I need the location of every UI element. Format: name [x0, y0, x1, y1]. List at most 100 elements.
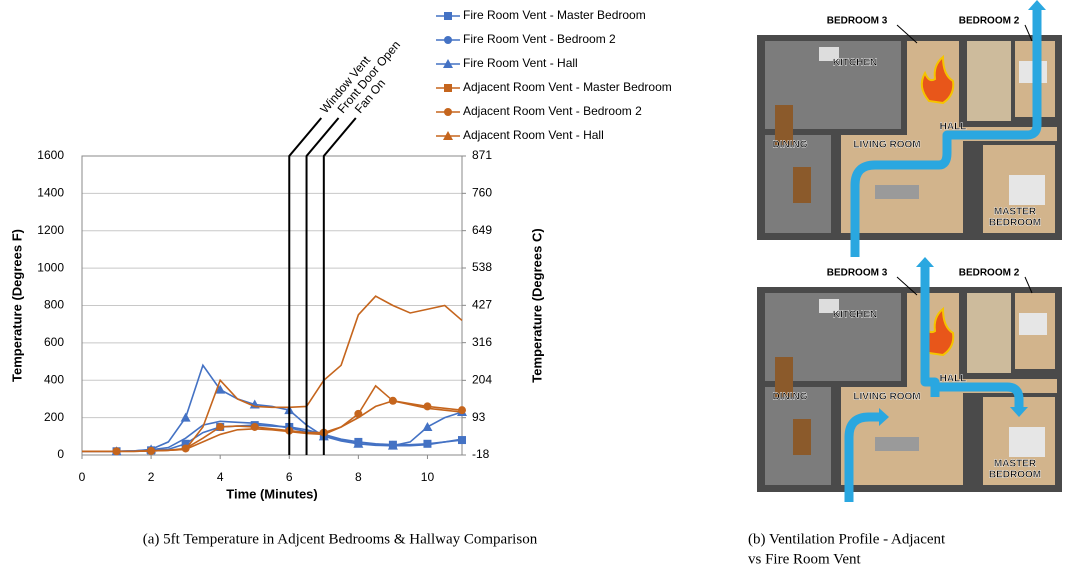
plot-frame — [81, 155, 463, 456]
y-tick-label: 1000 — [37, 260, 64, 274]
marker — [443, 131, 453, 140]
series-line — [82, 384, 463, 453]
y2-tick-label: 93 — [472, 410, 486, 424]
arrow-head — [879, 408, 889, 426]
y-tick-label: 200 — [44, 410, 64, 424]
room-label: BEDROOM — [989, 470, 1041, 481]
room — [793, 419, 811, 455]
y2-tick-label: 760 — [472, 186, 492, 200]
chart: 0 200 400 600 800 1000 1200 1400 1600 -18 93 204 316… — [9, 8, 671, 501]
marker — [444, 36, 452, 44]
legend-label: Fire Room Vent - Bedroom 2 — [463, 32, 616, 46]
fire — [920, 54, 955, 105]
marker — [250, 422, 259, 431]
leader — [1024, 24, 1033, 42]
marker — [444, 12, 452, 20]
floor-plan: BEDROOM 3 BEDROOM 2 KITCHEN HALL DINING LIVIN… — [757, 257, 1062, 502]
room-label: DINING — [773, 392, 808, 403]
room-label: MASTER — [994, 207, 1037, 218]
room — [1009, 427, 1045, 457]
room-label: DINING — [773, 140, 808, 151]
room — [819, 299, 839, 313]
marker — [423, 439, 432, 448]
marker — [180, 412, 191, 422]
marker — [422, 421, 433, 431]
room — [875, 185, 919, 199]
room-label: BEDROOM 3 — [827, 16, 888, 27]
y-tick-label: 1400 — [37, 186, 64, 200]
room-label: KITCHEN — [833, 58, 877, 69]
y-axis-label: Temperature (Degrees F) — [9, 229, 24, 382]
y-tick-label: 1600 — [37, 148, 64, 162]
airflow-arrow — [939, 382, 1024, 407]
marker — [423, 402, 432, 411]
series-line — [82, 420, 463, 453]
room-label: HALL — [940, 374, 967, 385]
y2-tick-label: 538 — [472, 260, 492, 274]
marker — [458, 406, 466, 415]
x-tick-label: 10 — [421, 470, 435, 484]
marker — [387, 440, 398, 450]
marker — [444, 108, 452, 116]
y2-tick-label: 427 — [472, 298, 492, 312]
legend-label: Adjacent Room Vent - Bedroom 2 — [463, 104, 642, 118]
y-tick-label: 600 — [44, 335, 64, 349]
room — [967, 293, 1011, 373]
room-label: BEDROOM 2 — [959, 16, 1020, 27]
room-label: LIVING ROOM — [853, 392, 920, 403]
room-label: BEDROOM — [989, 218, 1041, 229]
room-label: BEDROOM 3 — [827, 268, 888, 279]
x-tick-label: 6 — [286, 470, 293, 484]
marker — [443, 59, 453, 68]
y2-axis-label: Temperature (Degrees C) — [529, 228, 544, 382]
room-label: LIVING ROOM — [853, 140, 920, 151]
legend-label: Fire Room Vent - Master Bedroom — [463, 8, 646, 22]
arrow-head — [1028, 0, 1046, 10]
room — [1009, 175, 1045, 205]
room-label: KITCHEN — [833, 310, 877, 321]
marker — [181, 439, 190, 448]
y-tick-label: 1200 — [37, 223, 64, 237]
series-line — [82, 363, 463, 453]
marker — [216, 422, 225, 431]
room — [819, 47, 839, 61]
y2-tick-label: 649 — [472, 223, 492, 237]
room — [841, 387, 963, 485]
marker — [444, 84, 452, 92]
arrow-head — [916, 257, 934, 267]
caption-b: (b) Ventilation Profile - Adjacent — [748, 531, 946, 547]
airflow-arrow — [844, 412, 879, 502]
airflow-arrow — [920, 267, 940, 397]
annotation-line — [322, 117, 357, 455]
y-tick-label: 800 — [44, 298, 64, 312]
x-axis-label: Time (Minutes) — [226, 486, 318, 501]
marker — [353, 438, 364, 448]
caption-b: vs Fire Room Vent — [748, 551, 861, 567]
y2-tick-label: 204 — [472, 373, 492, 387]
leader — [896, 24, 918, 44]
marker — [215, 384, 226, 394]
marker — [458, 436, 466, 445]
x-tick-label: 4 — [217, 470, 224, 484]
room-label: BEDROOM 2 — [959, 268, 1020, 279]
room-label: MASTER — [994, 459, 1037, 470]
legend-label: Adjacent Room Vent - Hall — [463, 128, 604, 142]
arrow-head — [1010, 407, 1028, 417]
legend-label: Fire Room Vent - Hall — [463, 56, 578, 70]
series-line — [82, 295, 463, 453]
caption-a: (a) 5ft Temperature in Adjcent Bedrooms … — [143, 531, 538, 547]
y-tick-label: 400 — [44, 372, 64, 386]
x-tick-label: 0 — [79, 470, 86, 484]
marker — [388, 396, 397, 405]
room — [793, 167, 811, 203]
y2-tick-label: -18 — [472, 447, 490, 461]
marker — [354, 409, 363, 418]
room — [967, 41, 1011, 121]
annotation-line — [288, 117, 323, 455]
y2-tick-label: 316 — [472, 335, 492, 349]
legend-label: Adjacent Room Vent - Master Bedroom — [463, 80, 672, 94]
annotation-line — [305, 117, 340, 455]
leader — [1024, 276, 1033, 294]
